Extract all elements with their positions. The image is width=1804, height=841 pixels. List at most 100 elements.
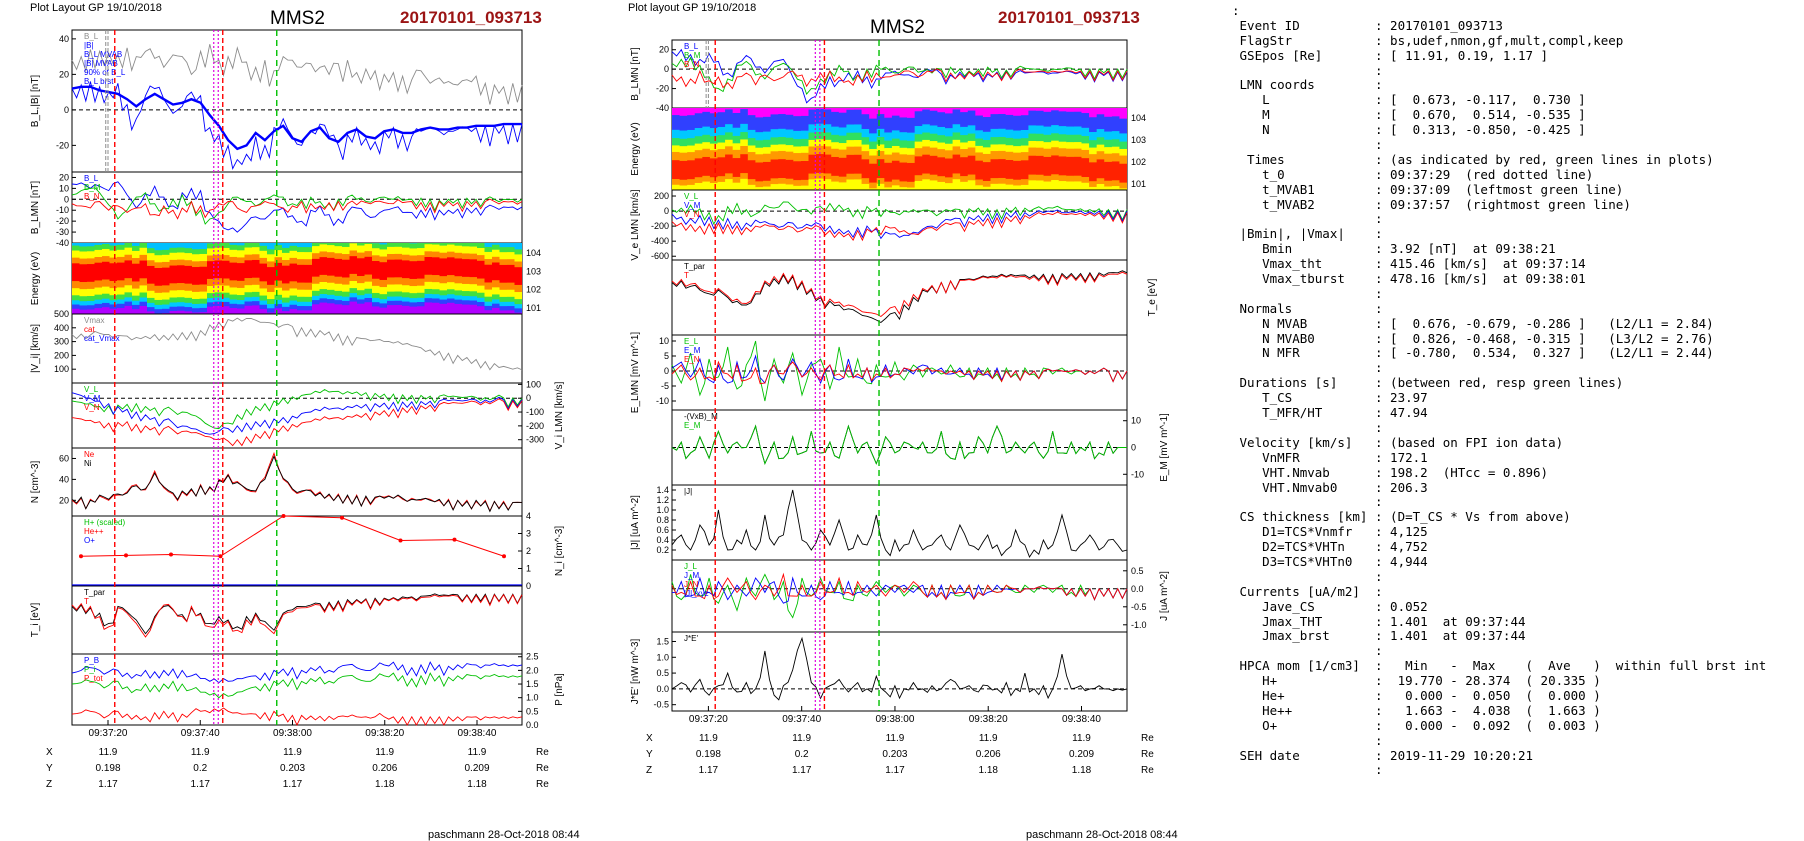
mid-spectro-cell [952,124,961,134]
left-series-line [71,593,523,638]
mid-ytick-label: 20 [659,45,669,55]
mid-spectro-cell [732,176,741,184]
mid-spectro-cell [1073,108,1083,113]
mid-spectro-cell [1020,145,1030,153]
mid-spectro-cell [808,173,817,180]
left-spectro-cell [244,278,253,286]
left-spectro-cell [484,296,493,303]
left-spectro-cell [199,248,208,255]
mid-spectro-cell [1081,136,1090,144]
left-spectro-cell [469,300,478,306]
mid-spectro-cell [838,149,848,159]
left-spectro-cell [124,260,133,279]
left-spectro-cell [357,290,366,296]
left-spectro-cell [357,276,366,284]
left-spectro-cell [259,250,268,259]
info-line: HPCA mom [1/cm3] : Min - Max ( Ave ) wit… [1232,658,1767,674]
mid-spectro-cell [846,132,855,141]
mid-spectro-cell [914,141,923,149]
left-spectro-cell [372,285,381,294]
left-spectro-cell [109,243,118,247]
mid-spectro-cell [747,138,757,147]
mid-spectro-cell [990,137,999,146]
left-spectro-cell [417,255,426,262]
left-spectro-cell [372,302,381,308]
mid-ytick-label: 0.2 [656,545,669,555]
left-spectro-cell [184,302,193,308]
left-spectro-cell [192,254,201,262]
left-ytick-label: 4 [526,511,531,521]
mid-spectro-cell [1020,129,1030,139]
mid-spectro-cell [861,114,870,130]
mid-spectro-cell [1096,129,1105,138]
left-spectro-cell [207,261,216,280]
left-spectro-cell [102,243,111,245]
mid-spectro-cell [687,152,696,161]
left-spectro-cell [237,295,246,301]
left-spectro-cell [424,302,433,314]
left-spectro-cell [207,255,216,262]
mid-spectro-cell [1043,126,1052,136]
info-line: : [1232,762,1383,778]
mid-spectro-cell [770,159,779,179]
left-spectro-cell [207,278,216,287]
left-spectro-cell [484,243,493,248]
left-spectro-cell [237,245,246,251]
left-spectro-cell [259,245,268,252]
mid-ytick-label: -20 [656,84,669,94]
mid-spectro-cell [778,144,787,152]
left-spectro-cell [319,294,328,299]
left-spectro-cell [484,282,493,291]
left-spectro-cell [507,296,516,303]
mid-spectro-cell [1020,152,1030,161]
mid-spectro-cell [1036,110,1045,127]
mid-spectro-cell [914,134,923,143]
left-spectro-cell [214,254,223,262]
mid-ephem-value: 11.9 [1072,733,1091,744]
mid-ytick-label: 0 [664,64,669,74]
mid-ytick-label: 1.2 [656,495,669,505]
mid-spectro-cell [755,132,764,141]
left-spectro-cell [252,296,261,302]
mid-spectro-cell [778,108,787,115]
mid-ephem-value: 1.18 [978,765,998,776]
left-spectro-cell [102,248,111,257]
left-spectro-cell [514,254,522,263]
left-spectro-cell [454,243,463,247]
mid-spectro-cell [1104,153,1113,163]
info-line: |Bmin|, |Vmax| : [1232,226,1383,242]
mid-spectro-cell [755,162,764,182]
mid-spectro-cell [785,151,794,161]
left-spectro-cell [289,281,298,290]
mid-spectro-cell [1005,145,1014,153]
left-spectro-cell [282,306,291,312]
info-line: : [1232,137,1383,153]
left-event-id: 20170101_093713 [400,8,542,27]
mid-spectro-cell [990,183,999,190]
left-spectro-cell [87,251,96,259]
mid-spectro-cell [907,117,916,134]
left-spectro-cell [154,267,163,287]
mid-ephem-label: Y [646,749,653,760]
info-line: CS thickness [km] : (D=T_CS * Vs from ab… [1232,509,1571,525]
mid-spectro-cell [1096,184,1105,190]
mid-spectro-cell [808,109,817,125]
mid-spectro-cell [998,159,1007,179]
info-line: t_MVAB2 : 09:37:57 (rightmost green line… [1232,196,1631,212]
left-ephem-value: 11.9 [283,747,302,758]
left-spectro-cell [124,278,133,286]
left-spectro-cell [424,288,433,295]
left-spectrogram [72,243,522,314]
left-spectro-cell [222,285,231,294]
mid-spectro-cell [732,143,741,151]
mid-ephem-unit: Re [1141,733,1154,744]
left-spectro-cell [349,297,358,303]
left-spectro-cell [177,290,186,298]
left-spectro-cell [364,302,373,314]
mid-spectro-cell [816,145,825,155]
left-spectro-cell [237,300,246,305]
left-spectro-cell [102,279,111,288]
left-hpca-marker [281,514,286,518]
mid-ytick-label: 10 [659,336,669,346]
